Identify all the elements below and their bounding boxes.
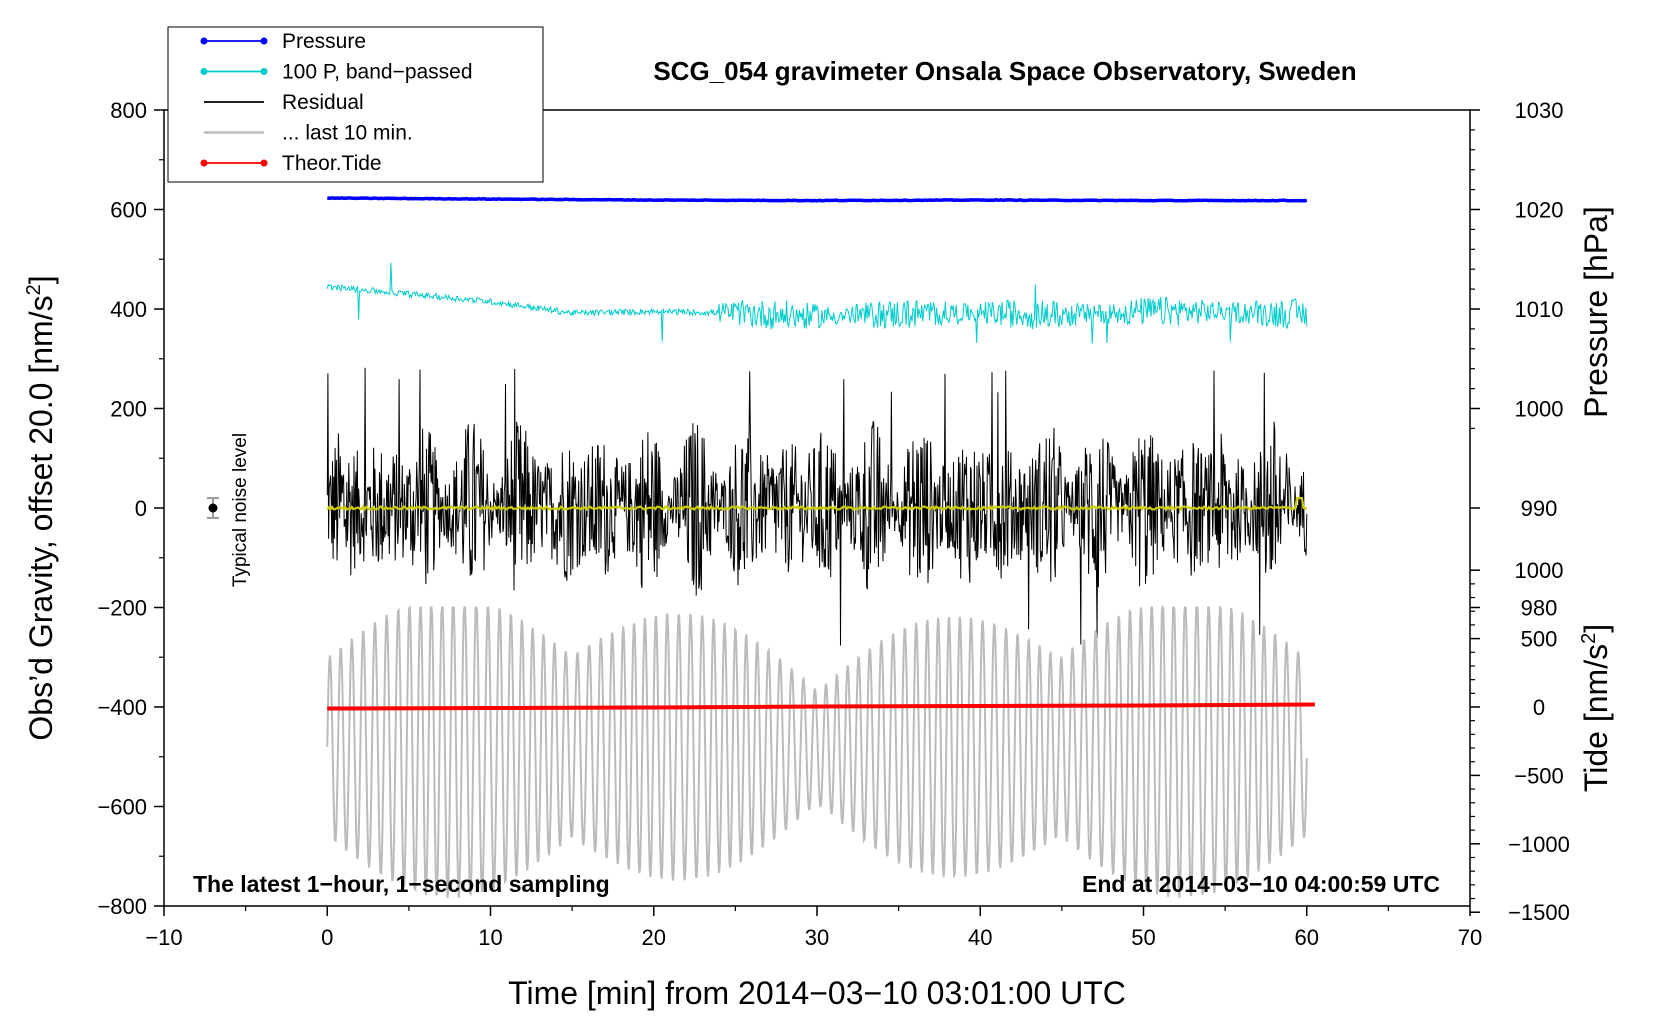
pressure-tick-label: 1020 (1515, 198, 1564, 223)
tide-series (327, 702, 1315, 711)
legend-box (167, 26, 544, 183)
residual-line (326, 367, 1308, 646)
noise-label: Typical noise level (230, 433, 251, 587)
legend: Pressure 100 P, band−passed Residual ... la… (167, 26, 544, 183)
legend-label: Pressure (282, 30, 366, 53)
x-axis: −10 0 10 20 30 40 50 60 70 (145, 906, 1482, 950)
legend-marker (260, 159, 268, 167)
pressure-line (326, 196, 1308, 203)
tide-tick-label: −500 (1514, 763, 1564, 788)
y-tick-label: −800 (97, 894, 147, 919)
y-tick-label: −600 (97, 795, 147, 820)
y-tick-label: 0 (135, 496, 147, 521)
x-tick-label: 10 (478, 925, 502, 950)
legend-marker (200, 68, 208, 75)
y-tick-label: −400 (97, 695, 147, 720)
legend-marker (260, 37, 268, 45)
pressure-tick-label: 980 (1521, 596, 1558, 621)
x-tick-label: 0 (321, 925, 333, 950)
tide-tick-label: −1500 (1508, 900, 1570, 925)
pressure-tick-label: 990 (1521, 496, 1558, 521)
residual-series (326, 367, 1308, 646)
bandpass-line (326, 262, 1308, 344)
legend-label: ... last 10 min. (282, 122, 413, 145)
tide-tick-label: 500 (1521, 627, 1558, 652)
legend-marker (200, 37, 208, 45)
last-10-min-line (326, 604, 1308, 898)
legend-label: Theor.Tide (282, 152, 382, 175)
annotation-end-time: End at 2014−03−10 04:00:59 UTC (1082, 871, 1440, 897)
smoothed-residual-line (326, 497, 1308, 512)
chart-title: SCG_054 gravimeter Onsala Space Observat… (653, 56, 1356, 86)
x-tick-label: 20 (642, 925, 666, 950)
y-tick-label: 200 (110, 397, 147, 422)
tide-axis: 1000 500 0 −500 −1000 −1500 (1470, 558, 1570, 925)
tide-tick-label: −1000 (1508, 832, 1570, 857)
pressure-tick-label: 1030 (1515, 98, 1564, 123)
x-axis-title: Time [min] from 2014−03−10 03:01:00 UTC (508, 975, 1126, 1011)
y-tick-label: 800 (110, 98, 147, 123)
tide-line (327, 702, 1315, 711)
x-tick-label: 40 (968, 925, 992, 950)
pressure-tick-label: 1000 (1515, 397, 1564, 422)
tide-tick-label: 1000 (1515, 558, 1564, 583)
smoothed-residual-series (326, 497, 1308, 512)
x-tick-label: 50 (1131, 925, 1155, 950)
noise-point (208, 503, 218, 513)
annotation-sampling: The latest 1−hour, 1−second sampling (193, 871, 610, 897)
y-axis-left: 800 600 400 200 0 −200 −400 −600 −800 (97, 98, 164, 919)
x-tick-label: 70 (1458, 925, 1482, 950)
noise-marker: Typical noise level (206, 433, 251, 587)
y-tick-label: 600 (110, 198, 147, 223)
y-tick-label: 400 (110, 297, 147, 322)
pressure-tick-label: 1010 (1515, 297, 1564, 322)
last-10-min-series (326, 604, 1308, 898)
y-tick-label: −200 (97, 596, 147, 621)
y-axis-title-left: Obs’d Gravity, offset 20.0 [nm/s2] (23, 275, 59, 740)
x-tick-label: 30 (805, 925, 829, 950)
pressure-series (326, 196, 1308, 203)
legend-label: Residual (282, 91, 364, 114)
y-axis-title-tide: Tide [nm/s2] (1578, 624, 1614, 792)
legend-label: 100 P, band−passed (282, 61, 473, 84)
x-tick-label: 60 (1295, 925, 1319, 950)
legend-marker (200, 159, 208, 167)
y-axis-title-pressure: Pressure [hPa] (1578, 206, 1614, 418)
legend-marker (260, 68, 268, 75)
x-tick-label: −10 (145, 925, 182, 950)
bandpass-series (326, 262, 1308, 344)
pressure-axis: 1030 1020 1010 1000 990 980 (1470, 98, 1563, 621)
tide-tick-label: 0 (1533, 695, 1545, 720)
